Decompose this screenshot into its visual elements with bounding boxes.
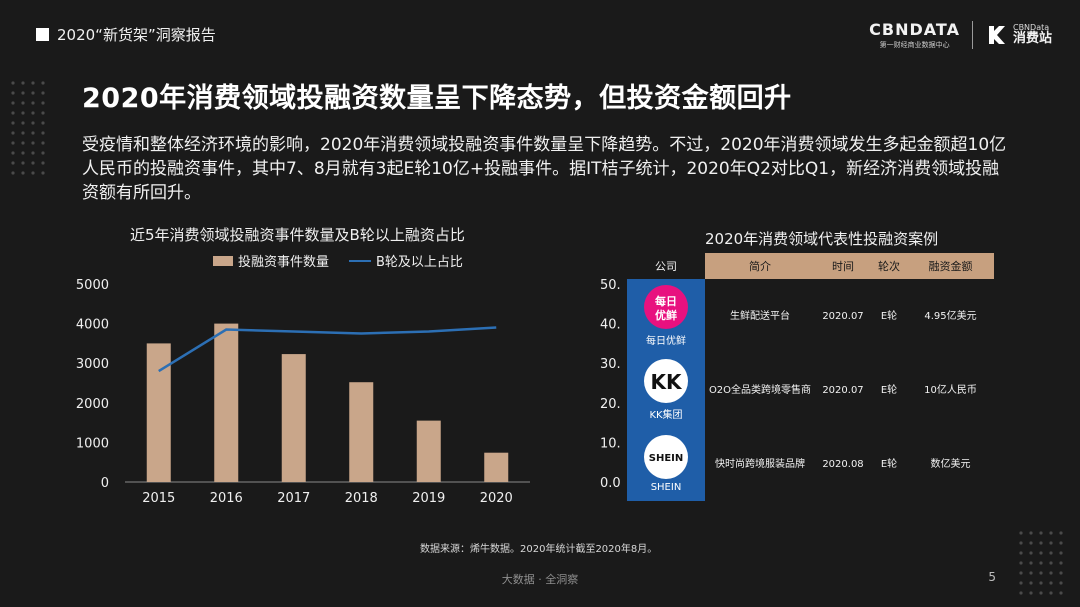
table-row: 每日 优鲜 每日优鲜 生鲜配送平台 2020.07 E轮 4.95亿美元	[627, 279, 994, 353]
cbndata-wordmark: CBNDATA	[869, 20, 960, 39]
legend-swatch-line	[349, 259, 372, 262]
cell-time: 2020.07	[822, 310, 864, 322]
header-band: 简介 时间 轮次 融资金额	[705, 253, 994, 279]
legend-swatch-bar	[213, 255, 233, 266]
footer-tagline: 大数据 · 全洞察	[501, 573, 579, 586]
cell-time: 2020.08	[822, 458, 864, 470]
table-row: SHEIN SHEIN 快时尚跨境服装品牌 2020.08 E轮 数亿美元	[627, 427, 994, 501]
shein-logo: SHEIN	[644, 435, 688, 479]
bar-2018	[349, 382, 374, 482]
shein-logo-text: SHEIN	[649, 453, 684, 464]
dot-grid-left	[11, 81, 45, 175]
legend-label-line: B轮及以上占比	[376, 255, 463, 270]
right-axis-tick-label: 0.00%	[600, 476, 620, 491]
combo-chart: 0 1000 2000 3000 4000 5000 0.00% 10.00% 20.00% 30…	[76, 278, 620, 506]
svg-text:优鲜: 优鲜	[655, 308, 677, 322]
header-round: 轮次	[878, 260, 900, 273]
bar-2017	[281, 354, 306, 482]
legend-label-bar: 投融资事件数量	[238, 255, 330, 270]
chart-title: 近5年消费领域投融资事件数量及B轮以上融资占比	[130, 226, 465, 244]
brand-logos: CBNDATA 第一财经商业数据中心 CBNData 消费站	[869, 20, 1052, 50]
b-round-share-line	[158, 326, 497, 373]
company-logo-cell: KK KK集团	[627, 353, 705, 427]
xiaofeizhan-cn: 消费站	[1012, 31, 1052, 47]
legend-item-bar: 投融资事件数量	[213, 251, 329, 270]
company-logo-cell: SHEIN SHEIN	[627, 427, 705, 501]
cell-intro: 快时尚跨境服装品牌	[715, 458, 805, 470]
header-intro: 简介	[749, 260, 771, 273]
table-row: KK KK集团 O2O全品类跨境零售商 2020.07 E轮 10亿人民币	[627, 353, 994, 427]
page-number: 5	[988, 570, 996, 584]
company-name: SHEIN	[650, 482, 682, 493]
header-time: 时间	[832, 260, 854, 273]
left-axis-tick-label: 4000	[76, 318, 109, 333]
x-axis-tick-label: 2019	[412, 491, 445, 506]
cell-intro: 生鲜配送平台	[730, 310, 790, 322]
data-source-note: 数据来源：烯牛数据。2020年统计截至2020年8月。	[420, 544, 658, 555]
bar-2019	[416, 420, 441, 482]
row-data: 生鲜配送平台 2020.07 E轮 4.95亿美元	[705, 279, 994, 353]
bar-2015	[146, 343, 171, 482]
right-axis-tick-label: 40.00%	[600, 318, 620, 333]
bar-2020	[484, 452, 509, 482]
report-tag-label: 2020“新货架”洞察报告	[57, 26, 216, 44]
company-logo-cell: 每日 优鲜 每日优鲜	[627, 279, 705, 353]
x-axis-tick-label: 2020	[480, 491, 513, 506]
x-axis-tick-label: 2018	[345, 491, 378, 506]
company-name: 每日优鲜	[646, 336, 686, 347]
cbndata-logo: CBNDATA 第一财经商业数据中心	[869, 20, 960, 50]
xiaofeizhan-logo: CBNData 消费站	[985, 23, 1052, 47]
left-axis-tick-label: 0	[101, 476, 109, 491]
missfresh-logo-icon: 每日 优鲜	[655, 294, 677, 322]
shein-logo-icon: SHEIN	[649, 453, 684, 464]
cell-intro: O2O全品类跨境零售商	[708, 384, 812, 396]
cell-amount: 10亿人民币	[924, 384, 977, 396]
cell-round: E轮	[880, 458, 898, 470]
kk-logo-icon: KK	[651, 370, 683, 393]
row-data: O2O全品类跨境零售商 2020.07 E轮 10亿人民币	[705, 353, 994, 427]
header-amount: 融资金额	[928, 260, 973, 273]
cases-header-row: 公司 简介 时间 轮次 融资金额	[627, 253, 994, 279]
right-axis-tick-label: 30.00%	[600, 357, 620, 372]
cell-round: E轮	[880, 384, 898, 396]
cases-table: 公司 简介 时间 轮次 融资金额 每日 优鲜 每日优鲜 生鲜配送平台	[627, 253, 994, 501]
bar-2016	[214, 323, 239, 482]
header-company: 公司	[655, 260, 677, 273]
kk-logo: KK	[644, 359, 688, 403]
row-data: 快时尚跨境服装品牌 2020.08 E轮 数亿美元	[705, 427, 994, 501]
cell-round: E轮	[880, 310, 898, 322]
xiaofeizhan-mark-icon	[988, 26, 1005, 44]
cbndata-tagline: 第一财经商业数据中心	[879, 41, 950, 49]
right-axis-tick-label: 10.00%	[600, 436, 620, 451]
intro-paragraph: 受疫情和整体经济环境的影响，2020年消费领域投融资事件数量呈下降趋势。不过，2…	[82, 135, 1007, 203]
kk-logo-text: KK	[651, 370, 683, 393]
left-axis-tick-label: 2000	[76, 397, 109, 412]
left-axis-tick-label: 5000	[76, 278, 109, 293]
svg-text:每日: 每日	[655, 294, 677, 308]
chart-legend: 投融资事件数量 B轮及以上占比	[213, 251, 463, 270]
missfresh-logo: 每日 优鲜	[644, 285, 688, 329]
report-tag: 2020“新货架”洞察报告	[36, 24, 216, 45]
cell-time: 2020.07	[822, 384, 864, 396]
cases-title: 2020年消费领域代表性投融资案例	[705, 230, 939, 248]
cell-amount: 数亿美元	[930, 458, 971, 470]
x-axis-tick-label: 2015	[142, 491, 175, 506]
slide-title: 2020年消费领域投融资数量呈下降态势，但投资金额回升	[82, 83, 792, 114]
dot-grid-right	[1019, 531, 1063, 595]
left-axis-tick-label: 3000	[76, 357, 109, 372]
left-axis-tick-label: 1000	[76, 436, 109, 451]
cell-amount: 4.95亿美元	[924, 310, 977, 322]
square-icon	[36, 28, 49, 41]
xiaofeizhan-en: CBNData	[1012, 22, 1050, 32]
company-name: KK集团	[649, 410, 683, 421]
right-axis-tick-label: 20.00%	[600, 397, 620, 412]
logo-divider	[971, 21, 973, 49]
legend-item-line: B轮及以上占比	[349, 251, 463, 270]
x-axis-tick-label: 2017	[277, 491, 310, 506]
right-axis-tick-label: 50.00%	[600, 278, 620, 293]
x-axis-tick-label: 2016	[210, 491, 243, 506]
